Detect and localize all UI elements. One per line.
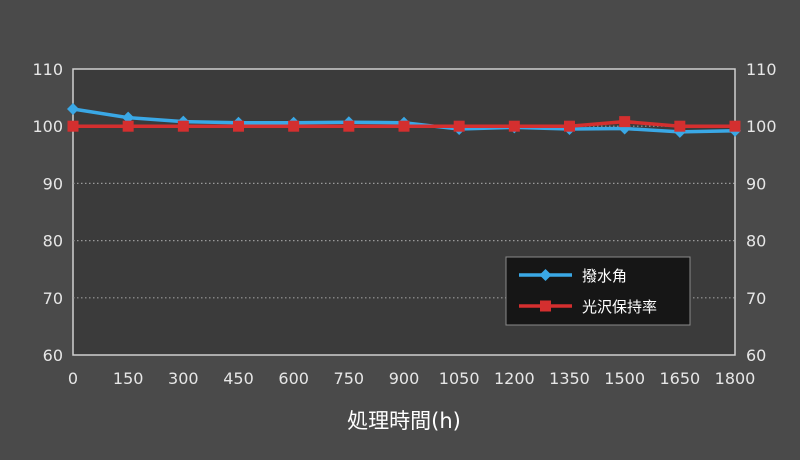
x-tick-label: 1050 <box>439 369 480 388</box>
y-tick-label: 60 <box>43 346 63 365</box>
data-point <box>177 120 189 132</box>
data-point <box>122 111 135 124</box>
data-point <box>453 120 465 132</box>
legend-marker <box>539 269 552 281</box>
data-point <box>67 103 79 116</box>
data-point <box>619 116 631 128</box>
x-axis-title: 処理時間(h) <box>347 409 461 433</box>
y-tick-label: 70 <box>43 289 63 308</box>
x-tick-label: 0 <box>68 369 78 388</box>
data-point <box>618 122 631 135</box>
y2-tick-label: 110 <box>746 60 777 79</box>
x-tick-label: 450 <box>223 369 254 388</box>
data-point <box>67 120 79 132</box>
legend-marker <box>540 300 551 312</box>
y-tick-label: 80 <box>43 232 63 251</box>
y-tick-label: 100 <box>32 117 63 136</box>
x-tick-label: 1800 <box>715 369 756 388</box>
legend-label: 撥水角 <box>582 267 627 285</box>
data-point <box>674 120 686 132</box>
y2-tick-label: 70 <box>746 289 766 308</box>
data-point <box>288 120 300 132</box>
series-group <box>67 103 741 138</box>
y-axis-ticks: 60 70 80 90 100 110 <box>32 60 63 365</box>
y2-tick-label: 90 <box>746 174 766 193</box>
legend-label: 光沢保持率 <box>582 298 657 316</box>
data-point <box>729 120 741 132</box>
data-point <box>564 120 575 132</box>
series-2 <box>67 116 741 132</box>
x-tick-label: 1200 <box>494 369 535 388</box>
legend-box <box>505 256 691 326</box>
x-tick-label: 750 <box>334 369 365 388</box>
data-point <box>122 120 134 132</box>
data-point <box>398 120 410 132</box>
x-tick-label: 600 <box>278 369 309 388</box>
y-tick-label: 110 <box>32 60 63 79</box>
y-tick-label: 90 <box>43 174 63 193</box>
y2-tick-label: 100 <box>746 117 777 136</box>
x-tick-label: 150 <box>113 369 144 388</box>
data-point <box>233 120 244 132</box>
y2-tick-label: 80 <box>746 232 766 251</box>
x-axis-ticks: 0 150 300 450 600 750 900 1050 1200 1350 1500 1650 1… <box>68 369 755 388</box>
x-tick-label: 300 <box>168 369 199 388</box>
data-point <box>343 120 355 132</box>
x-tick-label: 900 <box>389 369 420 388</box>
data-point <box>508 120 520 132</box>
y2-axis-ticks: 60 70 80 90 100 110 <box>746 60 777 365</box>
x-tick-label: 1650 <box>659 369 700 388</box>
x-tick-label: 1500 <box>604 369 645 388</box>
x-tick-label: 1350 <box>549 369 590 388</box>
y2-tick-label: 60 <box>746 346 766 365</box>
